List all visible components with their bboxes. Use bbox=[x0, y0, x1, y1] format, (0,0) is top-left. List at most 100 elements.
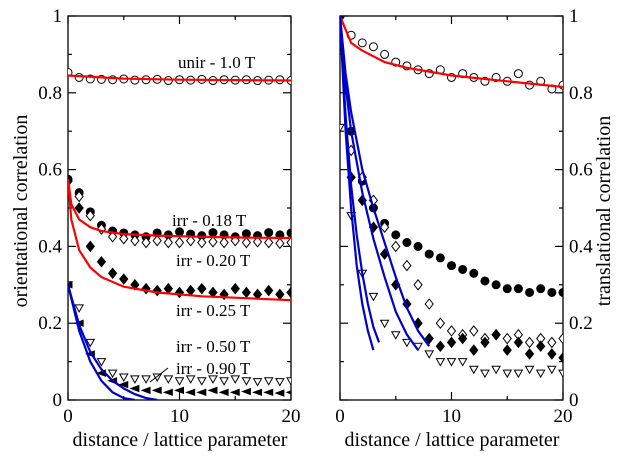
data-point bbox=[491, 280, 501, 290]
data-point bbox=[402, 238, 412, 248]
fit-line-irr-0-20-t bbox=[340, 16, 431, 347]
data-point bbox=[152, 284, 162, 297]
data-point bbox=[286, 228, 291, 238]
data-point bbox=[163, 375, 174, 384]
data-point bbox=[480, 369, 490, 379]
annotation-irr-0-20: irr - 0.20 T bbox=[176, 251, 251, 270]
data-point bbox=[141, 236, 151, 249]
data-point bbox=[513, 69, 523, 79]
data-point bbox=[447, 261, 456, 271]
series-irr-0-50-t bbox=[68, 281, 291, 387]
y-tick-label: 0.4 bbox=[569, 236, 593, 257]
data-point bbox=[240, 387, 251, 396]
y-tick-label: 0.8 bbox=[569, 83, 593, 104]
data-point bbox=[118, 380, 129, 389]
data-point bbox=[85, 209, 95, 222]
data-point bbox=[424, 332, 434, 345]
data-point bbox=[380, 49, 390, 59]
y-tick-label: 0.2 bbox=[569, 313, 593, 334]
data-point bbox=[119, 232, 129, 245]
x-tick-label: 0 bbox=[335, 406, 345, 427]
x-tick-label: 10 bbox=[442, 406, 461, 427]
data-point bbox=[74, 202, 84, 214]
data-point bbox=[286, 286, 291, 299]
data-point bbox=[469, 268, 479, 278]
data-point bbox=[275, 288, 285, 301]
data-point bbox=[264, 284, 274, 297]
data-point bbox=[174, 236, 185, 249]
annotation-unir-1-0: unir - 1.0 T bbox=[178, 53, 256, 72]
data-point bbox=[524, 365, 535, 375]
data-point bbox=[252, 235, 263, 248]
data-point bbox=[74, 190, 84, 203]
data-point bbox=[558, 80, 563, 90]
data-point bbox=[547, 336, 557, 349]
data-point bbox=[458, 332, 468, 345]
data-point bbox=[547, 348, 557, 360]
data-point bbox=[286, 377, 291, 386]
y-tick-label: 0.2 bbox=[38, 313, 62, 334]
x-tick-label: 20 bbox=[554, 406, 573, 427]
data-point bbox=[208, 375, 218, 384]
plot-area bbox=[68, 67, 291, 400]
x-tick-label: 0 bbox=[63, 406, 73, 427]
data-point bbox=[274, 389, 285, 397]
fit-line-irr-0-90-t bbox=[340, 16, 381, 343]
data-point bbox=[85, 240, 95, 253]
y-tick-label: 0.4 bbox=[38, 236, 62, 257]
data-point bbox=[513, 369, 524, 379]
data-point bbox=[340, 123, 345, 133]
data-point bbox=[252, 388, 263, 397]
fit-line-irr-0-18-t bbox=[68, 179, 291, 240]
data-point bbox=[424, 298, 434, 310]
data-point bbox=[457, 358, 468, 367]
data-point bbox=[379, 221, 390, 234]
data-point bbox=[263, 377, 274, 386]
series-irr-0-25-t bbox=[340, 16, 563, 364]
data-point bbox=[119, 273, 129, 285]
data-point bbox=[413, 241, 423, 251]
y-tick-label: 0.6 bbox=[38, 160, 62, 181]
data-point bbox=[446, 358, 457, 367]
data-point bbox=[219, 236, 229, 249]
data-point bbox=[151, 386, 162, 395]
fit-line-irr-0-25-t bbox=[68, 179, 291, 302]
data-point bbox=[435, 317, 445, 330]
data-point bbox=[185, 388, 196, 397]
data-point bbox=[536, 340, 546, 353]
data-point bbox=[218, 388, 229, 397]
data-point bbox=[468, 365, 479, 375]
y-tick-label: 0 bbox=[569, 390, 579, 411]
data-point bbox=[469, 325, 479, 337]
y-tick-label: 1 bbox=[53, 6, 63, 27]
data-point bbox=[391, 230, 401, 240]
data-point bbox=[252, 378, 263, 387]
data-point bbox=[196, 377, 207, 386]
data-point bbox=[424, 350, 435, 359]
data-point bbox=[85, 338, 96, 348]
annotation-irr-0-90: irr - 0.90 T bbox=[176, 359, 251, 378]
data-point bbox=[402, 259, 412, 272]
data-point bbox=[275, 237, 285, 250]
y-tick-label: 0.6 bbox=[569, 160, 593, 181]
data-point bbox=[558, 351, 563, 364]
y-axis-label-left: orientational correlation bbox=[10, 115, 32, 308]
data-point bbox=[174, 377, 185, 386]
data-point bbox=[535, 369, 546, 379]
data-point bbox=[163, 236, 173, 249]
fit-line-irr-0-50-t bbox=[340, 16, 375, 351]
data-point bbox=[186, 234, 196, 247]
data-point bbox=[230, 282, 240, 295]
data-point bbox=[402, 338, 412, 348]
data-point bbox=[196, 388, 207, 397]
fit-line-irr-0-90-t bbox=[68, 284, 136, 400]
data-point bbox=[107, 369, 118, 379]
data-point bbox=[130, 75, 140, 85]
data-point bbox=[357, 38, 367, 48]
data-point bbox=[274, 378, 285, 387]
data-point bbox=[390, 331, 401, 340]
y-axis-label-right: translational correlation bbox=[593, 116, 615, 306]
data-point bbox=[68, 67, 73, 77]
